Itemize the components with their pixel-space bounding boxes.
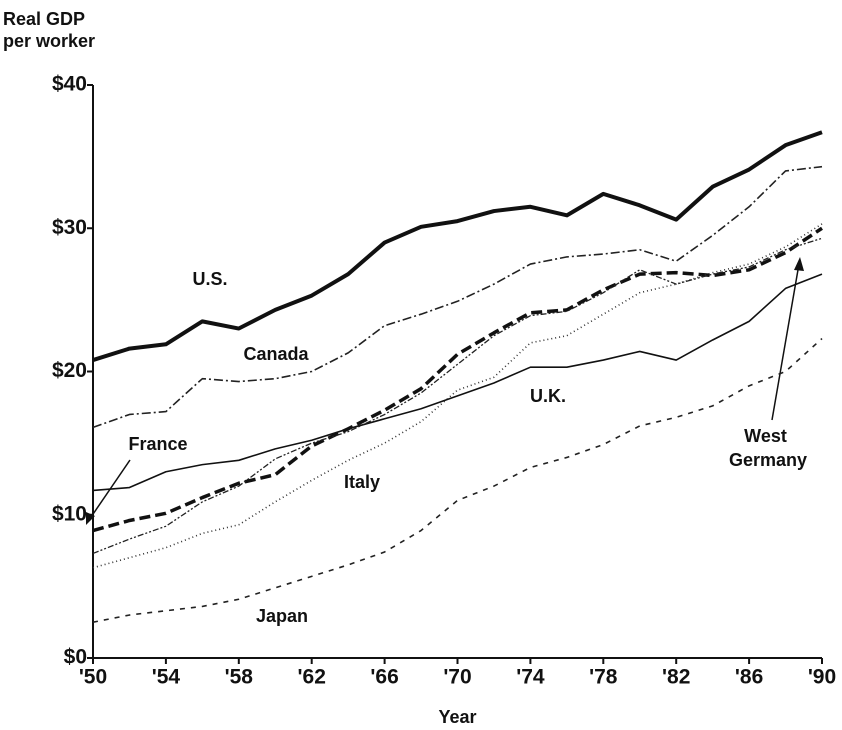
x-tick-label: '70 — [443, 666, 471, 689]
series-label: Italy — [344, 472, 380, 492]
series-line — [92, 130, 823, 362]
arrow — [771, 263, 800, 421]
series-label: France — [128, 434, 187, 454]
y-tick-label: $40 — [52, 73, 87, 96]
arrow — [88, 459, 131, 521]
y-axis-label: Real GDP per worker — [3, 9, 95, 51]
x-tick-label: '74 — [516, 666, 545, 689]
series-label: West Germany — [729, 426, 807, 470]
y-tick-label: $30 — [52, 216, 87, 239]
series-line — [92, 165, 823, 429]
series-line — [92, 226, 823, 533]
y-tick-label: $0 — [64, 646, 87, 669]
series-label: Canada — [243, 344, 309, 364]
x-tick-label: '90 — [808, 666, 836, 689]
y-tick-label: $10 — [52, 502, 87, 525]
series-line — [92, 273, 823, 492]
x-tick-label: '66 — [370, 666, 398, 689]
x-tick-label: '82 — [662, 666, 690, 689]
x-tick-label: '50 — [79, 666, 107, 689]
x-axis-label: Year — [438, 707, 476, 727]
series-line — [92, 237, 823, 555]
x-tick-label: '58 — [225, 666, 254, 689]
x-tick-label: '62 — [298, 666, 326, 689]
arrow-head — [794, 257, 804, 271]
x-tick-label: '78 — [589, 666, 618, 689]
x-tick-label: '86 — [735, 666, 763, 689]
series-label: U.S. — [192, 269, 227, 289]
x-tick-label: '54 — [152, 666, 181, 689]
series-line — [92, 337, 823, 623]
y-tick-label: $20 — [52, 359, 87, 382]
series-label: Japan — [256, 606, 308, 626]
series-label: U.K. — [530, 386, 566, 406]
